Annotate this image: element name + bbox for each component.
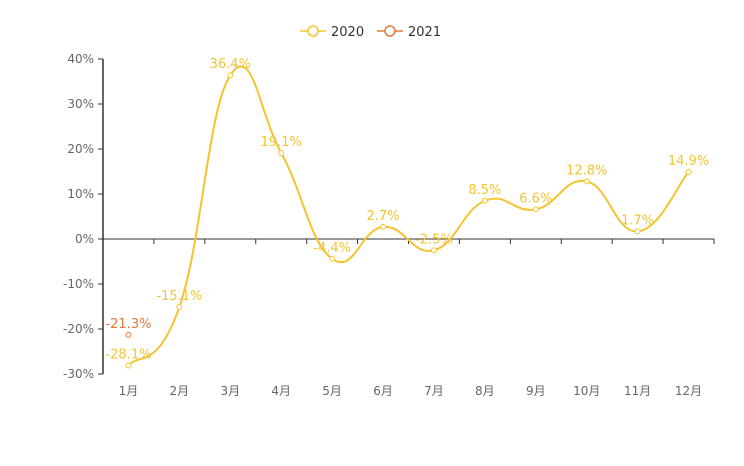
data-point-2020 [278,150,285,157]
x-tick-label: 2月 [170,384,190,398]
data-label-2020: 6.6% [519,191,552,206]
series-layer [125,65,692,369]
data-point-2020 [176,303,183,310]
data-point-2020 [532,206,539,213]
y-tick-label: 0% [75,232,94,246]
x-tick-label: 7月 [424,384,444,398]
x-tick-label: 10月 [573,384,600,398]
series-2020 [125,65,692,369]
series-2021 [125,331,132,338]
data-label-2020: 8.5% [468,183,501,198]
y-tick-label: 20% [67,142,94,156]
legend-item-2020[interactable]: 2020 [300,25,364,40]
data-point-2020 [380,223,387,230]
x-tick-label: 3月 [220,384,240,398]
data-label-2021: -21.3% [105,317,151,332]
data-point-2020 [125,362,132,369]
y-tick-label: 40% [67,52,94,66]
data-point-2020 [430,247,437,254]
data-label-2020: -4.4% [313,241,351,256]
x-tick-label: 9月 [526,384,546,398]
x-tick-label: 12月 [675,384,702,398]
y-tick-label: 30% [67,97,94,111]
data-label-2020: 14.9% [668,154,709,169]
x-tick-label: 4月 [271,384,291,398]
data-point-2020 [685,168,692,175]
x-tick-label: 1月 [119,384,139,398]
data-point-2020 [227,72,234,79]
x-tick-label: 11月 [624,384,651,398]
axes: -30% -20% -10% 0% 10% 20% 30% 40% 1月 2月 3月 4月 5月 6月 7月… [63,52,715,398]
data-label-2020: 1.7% [621,213,654,228]
data-label-2020: 36.4% [210,57,251,72]
data-label-2020: -15.1% [156,289,202,304]
data-label-2020: -28.1% [105,347,151,362]
data-point-2020 [481,197,488,204]
legend-label-2020: 2020 [331,25,364,40]
data-label-2020: 19.1% [261,135,302,150]
y-tick-label: -10% [63,277,94,291]
data-label-2020: 12.8% [566,163,607,178]
y-tick-label: -30% [63,367,94,381]
series-line-2020 [127,65,690,367]
x-tick-label: 5月 [322,384,342,398]
legend-item-2021[interactable]: 2021 [377,25,441,40]
x-tick-label: 6月 [373,384,393,398]
data-label-2020: 2.7% [367,209,400,224]
legend[interactable]: 2020 2021 [300,25,441,40]
legend-label-2021: 2021 [408,25,441,40]
data-point-2020 [583,178,590,185]
data-labels: -28.1% -15.1% 36.4% 19.1% -4.4% 2.7% -2.5% 8.5%… [105,57,709,362]
y-tick-label: 10% [67,187,94,201]
data-point-2021 [125,331,132,338]
data-point-2020 [329,255,336,262]
data-point-2020 [634,228,641,235]
x-tick-label: 8月 [475,384,495,398]
data-label-2020: -2.5% [415,232,453,247]
y-tick-label: -20% [63,322,94,336]
